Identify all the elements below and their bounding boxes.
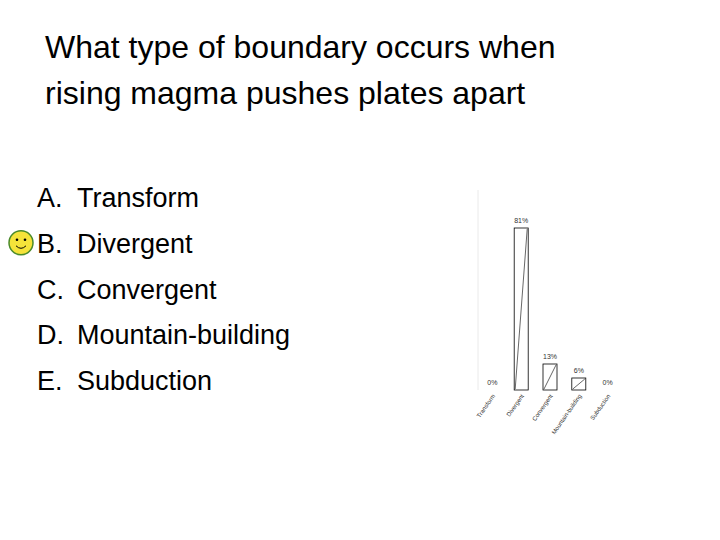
option-text: Transform xyxy=(77,183,199,213)
question: What type of boundary occurs when rising… xyxy=(45,29,564,111)
bar-hatch xyxy=(544,365,556,389)
option-text: Mountain-building xyxy=(77,320,290,350)
option-letter: D. xyxy=(37,320,64,350)
x-tick-label: Subduction xyxy=(589,393,611,421)
option-letter: C. xyxy=(37,275,64,305)
smiley xyxy=(9,231,33,255)
bar-group xyxy=(572,378,586,390)
chart: 0% Transform 81% Divergent 13% Convergent 6% Mo… xyxy=(476,190,613,435)
bar xyxy=(514,228,528,390)
option-text: Subduction xyxy=(77,366,212,396)
slide: What type of boundary occurs when rising… xyxy=(0,0,720,540)
data-label: 13% xyxy=(543,353,557,360)
smiley-mouth xyxy=(16,246,26,249)
question-line: rising magma pushes plates apart xyxy=(45,75,525,111)
bar xyxy=(485,390,499,391)
data-label: 6% xyxy=(574,367,584,374)
bar-hatch xyxy=(573,379,585,389)
option-letter: B. xyxy=(37,229,63,259)
data-label: 81% xyxy=(514,217,528,224)
canvas: What type of boundary occurs when rising… xyxy=(0,0,720,540)
bar xyxy=(601,390,615,391)
smiley-eye xyxy=(24,239,27,242)
x-tick-label: Transform xyxy=(476,393,496,419)
option-letter: A. xyxy=(37,183,63,213)
smiley-face xyxy=(9,231,33,255)
x-tick-label: Mountain-building xyxy=(551,393,583,435)
x-tick-label: Divergent xyxy=(505,393,525,418)
bar-group xyxy=(514,228,528,390)
option-text: Divergent xyxy=(77,229,193,259)
data-label: 0% xyxy=(603,379,613,386)
bar-group xyxy=(543,364,557,390)
question-line: What type of boundary occurs when xyxy=(45,29,564,65)
bar xyxy=(543,364,557,390)
bar xyxy=(572,378,586,390)
bar-hatch xyxy=(515,229,527,389)
smiley-eye xyxy=(16,239,19,242)
y-axis-line xyxy=(478,190,479,390)
data-label: 0% xyxy=(487,379,497,386)
bars xyxy=(514,228,586,390)
option-text: Convergent xyxy=(77,275,217,305)
x-tick-label: Convergent xyxy=(531,393,554,422)
option-letter: E. xyxy=(37,366,63,396)
